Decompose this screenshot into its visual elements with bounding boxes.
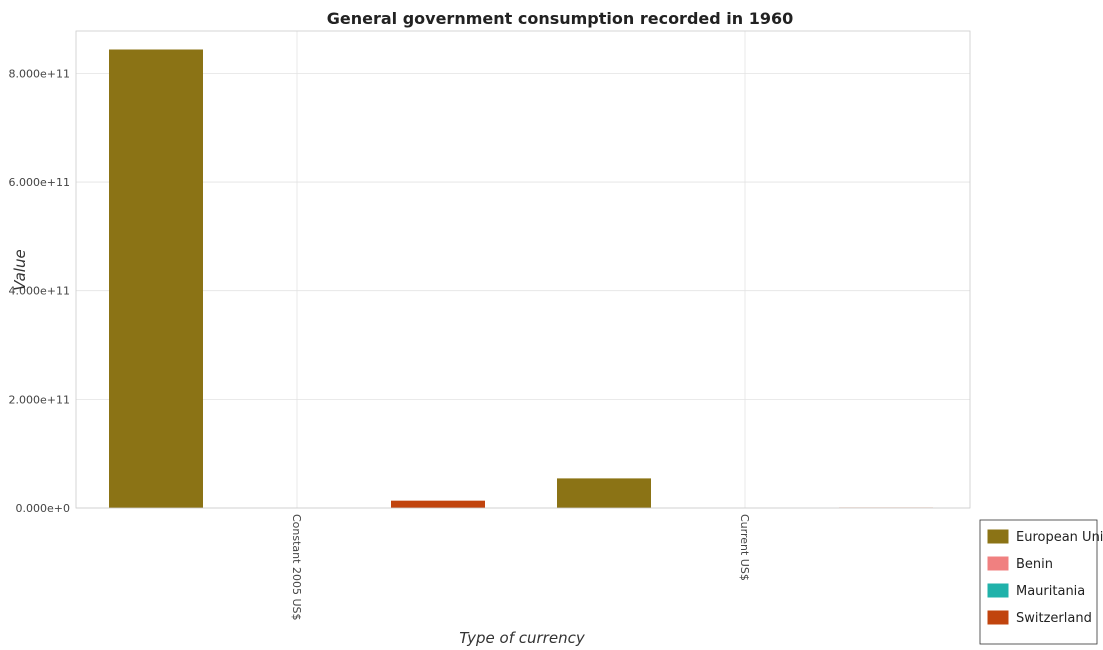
bars	[109, 49, 933, 508]
bar-european-union	[109, 49, 203, 508]
x-tick-label: Constant 2005 US$	[290, 514, 303, 620]
x-ticks: Constant 2005 US$ Current US$	[290, 514, 751, 620]
bar-european-union	[557, 478, 651, 508]
plot-frame	[75, 30, 971, 509]
bar-switzerland	[391, 500, 485, 508]
x-tick-label: Current US$	[738, 514, 751, 581]
legend-swatch	[987, 529, 1009, 544]
legend-label: Benin	[1016, 557, 1053, 572]
grid	[76, 31, 970, 509]
y-tick-label: 8.000e+11	[9, 67, 70, 80]
legend-swatch	[987, 556, 1009, 571]
x-axis-label: Type of currency	[459, 629, 586, 647]
legend-label: Switzerland	[1016, 611, 1092, 626]
y-tick-label: 4.000e+11	[9, 285, 70, 298]
legend: European Union Benin Mauritania Switzerland	[979, 519, 1103, 645]
legend-swatch	[987, 610, 1009, 625]
y-tick-label: 2.000e+11	[9, 393, 70, 406]
legend-swatch	[987, 583, 1009, 598]
legend-label: Mauritania	[1016, 584, 1085, 599]
y-tick-label: 6.000e+11	[9, 176, 70, 189]
y-axis-label: Value	[11, 249, 29, 290]
chart-title: General government consumption recorded …	[327, 9, 794, 28]
y-tick-label: 0.000e+0	[16, 502, 70, 515]
y-ticks: 0.000e+0 2.000e+11 4.000e+11 6.000e+11 8.000…	[9, 67, 70, 515]
legend-label: European Union	[1016, 530, 1103, 545]
